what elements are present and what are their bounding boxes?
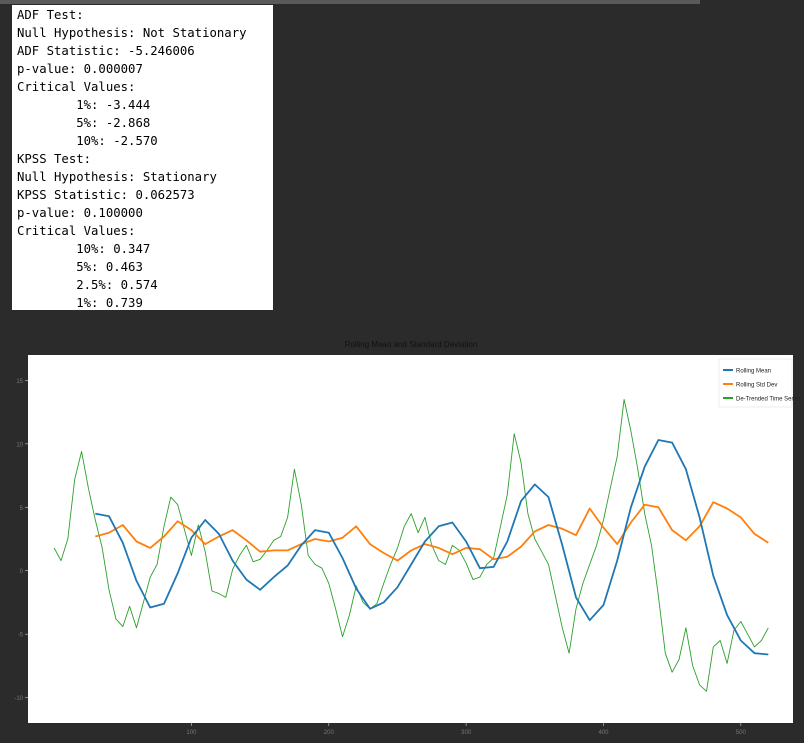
plot-area: [28, 355, 793, 723]
output-line: ADF Test:: [17, 8, 84, 22]
legend-label: De-Trended Time Series: [736, 396, 801, 402]
x-tick-label: 400: [598, 730, 609, 736]
y-tick-label: 10: [16, 442, 23, 448]
series-line-de-trended-time-series: [53, 398, 769, 692]
rolling-stats-figure: Rolling Mean and Standard Deviation -10-…: [0, 330, 804, 739]
output-line: 1%: -3.444: [17, 98, 151, 112]
cell-output-text: ADF Test: Null Hypothesis: Not Stationary…: [12, 5, 273, 310]
output-line: Null Hypothesis: Not Stationary: [17, 26, 247, 40]
output-line: Null Hypothesis: Stationary: [17, 170, 217, 184]
output-line: 2.5%: 0.574: [17, 278, 158, 292]
y-tick-label: -10: [14, 696, 23, 702]
y-tick-label: 15: [16, 379, 23, 385]
output-line: 10%: 0.347: [17, 242, 151, 256]
y-tick-label: 0: [20, 569, 24, 575]
x-tick-label: 500: [736, 730, 747, 736]
chart-legend: Rolling Mean Rolling Std Dev De-Trended Ti…: [718, 358, 801, 408]
series-line-rolling-mean: [95, 439, 769, 656]
chart-title: Rolling Mean and Standard Deviation: [345, 340, 478, 349]
output-line: KPSS Test:: [17, 152, 92, 166]
output-line: 5%: -2.868: [17, 116, 151, 130]
y-tick-label: -5: [18, 633, 24, 639]
x-tick-label: 200: [324, 730, 335, 736]
legend-label: Rolling Mean: [736, 368, 771, 374]
top-toolbar-edge: [0, 0, 700, 4]
series-layer: [53, 398, 769, 692]
output-line: 5%: 0.463: [17, 260, 143, 274]
output-line: p-value: 0.000007: [17, 62, 143, 76]
output-line: Critical Values:: [17, 224, 136, 238]
output-line: Critical Values:: [17, 80, 136, 94]
x-tick-label: 300: [461, 730, 472, 736]
output-line: KPSS Statistic: 0.062573: [17, 188, 195, 202]
y-tick-label: 5: [20, 506, 24, 512]
output-line: ADF Statistic: -5.246006: [17, 44, 195, 58]
output-line: 10%: -2.570: [17, 134, 158, 148]
output-line: p-value: 0.100000: [17, 206, 143, 220]
output-line: 1%: 0.739: [17, 296, 143, 310]
chart-svg: Rolling Mean and Standard Deviation -10-…: [14, 340, 801, 736]
tick-layer: -10 -5 0 5 10 15 100 200 300 400 500: [14, 379, 746, 736]
legend-label: Rolling Std Dev: [736, 382, 777, 388]
series-line-rolling-std-dev: [95, 501, 769, 562]
x-tick-label: 100: [186, 730, 197, 736]
